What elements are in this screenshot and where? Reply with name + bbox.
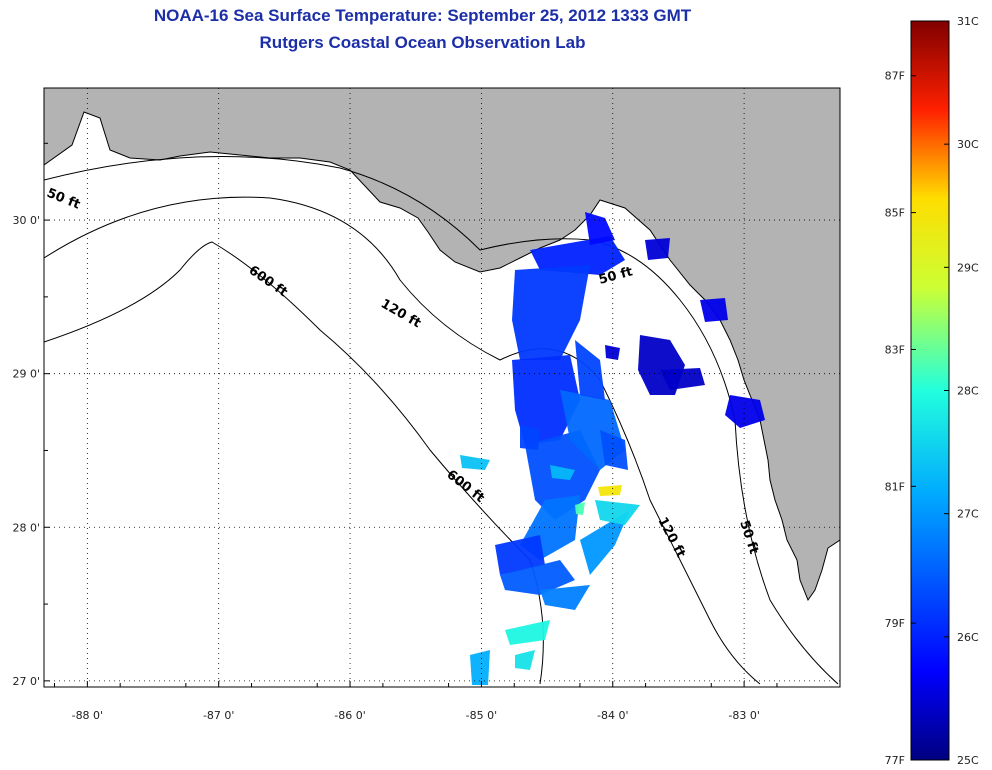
lon-tick-label: -85 0' <box>466 709 498 722</box>
lat-tick-label: 29 0' <box>12 368 40 381</box>
lat-tick-label: 28 0' <box>12 521 40 534</box>
contour-label-120ft-north: 120 ft <box>378 296 423 331</box>
sst-patch <box>540 585 590 610</box>
sst-patch <box>645 238 670 260</box>
celsius-tick-label: 27C <box>957 508 979 521</box>
lon-tick-label: -84 0' <box>597 709 629 722</box>
fahrenheit-tick-label: 87F <box>885 70 905 83</box>
celsius-tick-label: 29C <box>957 261 979 274</box>
sst-patch <box>505 620 550 645</box>
celsius-tick-label: 28C <box>957 385 979 398</box>
sst-patch <box>520 425 540 450</box>
sst-patch <box>550 465 575 480</box>
sst-patch <box>515 650 535 670</box>
contour-120ft <box>44 196 761 685</box>
sst-patch <box>605 345 620 360</box>
map-title: NOAA-16 Sea Surface Temperature: Septemb… <box>153 6 692 25</box>
sst-patch <box>595 500 640 525</box>
sst-patch <box>460 455 490 470</box>
sst-patch <box>530 236 625 275</box>
land-mass <box>44 88 840 600</box>
coastline <box>44 111 840 602</box>
contour-label-120ft-south: 120 ft <box>654 515 688 560</box>
lat-tick-label: 27 0' <box>12 675 40 688</box>
fahrenheit-tick-label: 79F <box>885 617 905 630</box>
sst-patch <box>598 485 622 496</box>
contour-label-600ft-south: 600 ft <box>444 467 488 506</box>
lon-tick-label: -87 0' <box>203 709 235 722</box>
sst-patch <box>660 368 705 390</box>
sst-patch <box>580 510 630 575</box>
fahrenheit-tick-label: 85F <box>885 207 905 220</box>
sst-patch <box>725 395 765 428</box>
contour-label-50ft-west: 50 ft <box>45 186 83 213</box>
sst-patch <box>495 535 545 575</box>
sst-patch <box>512 265 590 360</box>
fahrenheit-tick-label: 77F <box>885 754 905 767</box>
celsius-tick-label: 31C <box>957 15 979 28</box>
celsius-tick-label: 26C <box>957 631 979 644</box>
contour-label-50ft-south: 50 ft <box>736 519 761 556</box>
lon-tick-label: -86 0' <box>334 709 366 722</box>
fahrenheit-tick-label: 83F <box>885 343 905 356</box>
sst-patch <box>512 355 580 445</box>
lat-tick-label: 30 0' <box>12 214 40 227</box>
sst-patch <box>600 430 628 470</box>
sst-patch <box>470 650 490 685</box>
sst-patch <box>575 340 605 400</box>
lon-tick-label: -83 0' <box>728 709 760 722</box>
celsius-tick-label: 30C <box>957 138 979 151</box>
fahrenheit-tick-label: 81F <box>885 480 905 493</box>
colorbar <box>910 20 950 761</box>
sst-patch <box>585 212 615 245</box>
sst-patch <box>700 298 728 322</box>
contour-label-600ft-north: 600 ft <box>246 263 290 300</box>
lon-tick-label: -88 0' <box>72 709 104 722</box>
sst-patch <box>500 560 575 595</box>
map-frame <box>43 87 841 688</box>
map-subtitle: Rutgers Coastal Ocean Observation Lab <box>259 33 586 52</box>
sst-patch <box>575 502 585 515</box>
celsius-tick-label: 25C <box>957 754 979 767</box>
